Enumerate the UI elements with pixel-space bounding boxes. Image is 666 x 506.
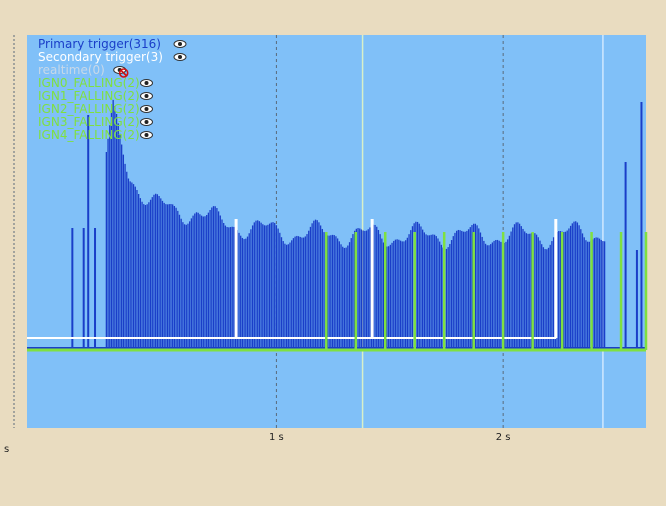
eye-pupil <box>144 133 149 137</box>
legend-entry-3: realtime(0) <box>38 63 105 77</box>
x-axis-ticks: 1 s 2 s <box>269 432 511 443</box>
legend: Primary trigger(316)Secondary trigger(3)… <box>38 37 187 142</box>
series-ign-falling <box>27 232 648 352</box>
legend-entry-7: IGN3_FALLING(2) <box>38 115 140 129</box>
eye-hidden-icon <box>113 66 129 78</box>
legend-entry-4: IGN0_FALLING(2) <box>38 76 140 90</box>
legend-entry-1: Primary trigger(316) <box>38 37 161 51</box>
eye-icon <box>173 53 187 61</box>
eye-icon <box>140 105 153 113</box>
eye-icon <box>140 131 153 139</box>
eye-pupil <box>144 81 149 85</box>
x-tick-label-2: 2 s <box>496 432 511 443</box>
eye-pupil <box>178 55 182 59</box>
x-unit-label: s <box>4 444 9 455</box>
hidden-slash <box>120 69 127 77</box>
eye-icon <box>140 118 153 126</box>
eye-pupil <box>178 42 182 46</box>
eye-icon <box>173 40 187 48</box>
eye-icon <box>140 92 153 100</box>
eye-pupil <box>144 120 149 124</box>
x-tick-label-1: 1 s <box>269 432 284 443</box>
legend-entry-2: Secondary trigger(3) <box>38 50 163 64</box>
legend-entry-8: IGN4_FALLING(2) <box>38 128 140 142</box>
eye-icon <box>140 79 153 87</box>
legend-entry-6: IGN2_FALLING(2) <box>38 102 140 116</box>
secondary-trigger-line <box>27 219 558 339</box>
hidden-ring <box>118 68 129 78</box>
series-secondary-trigger <box>27 219 558 339</box>
legend-entry-5: IGN1_FALLING(2) <box>38 89 140 103</box>
eye-pupil <box>144 107 149 111</box>
eye-pupil <box>144 94 149 98</box>
